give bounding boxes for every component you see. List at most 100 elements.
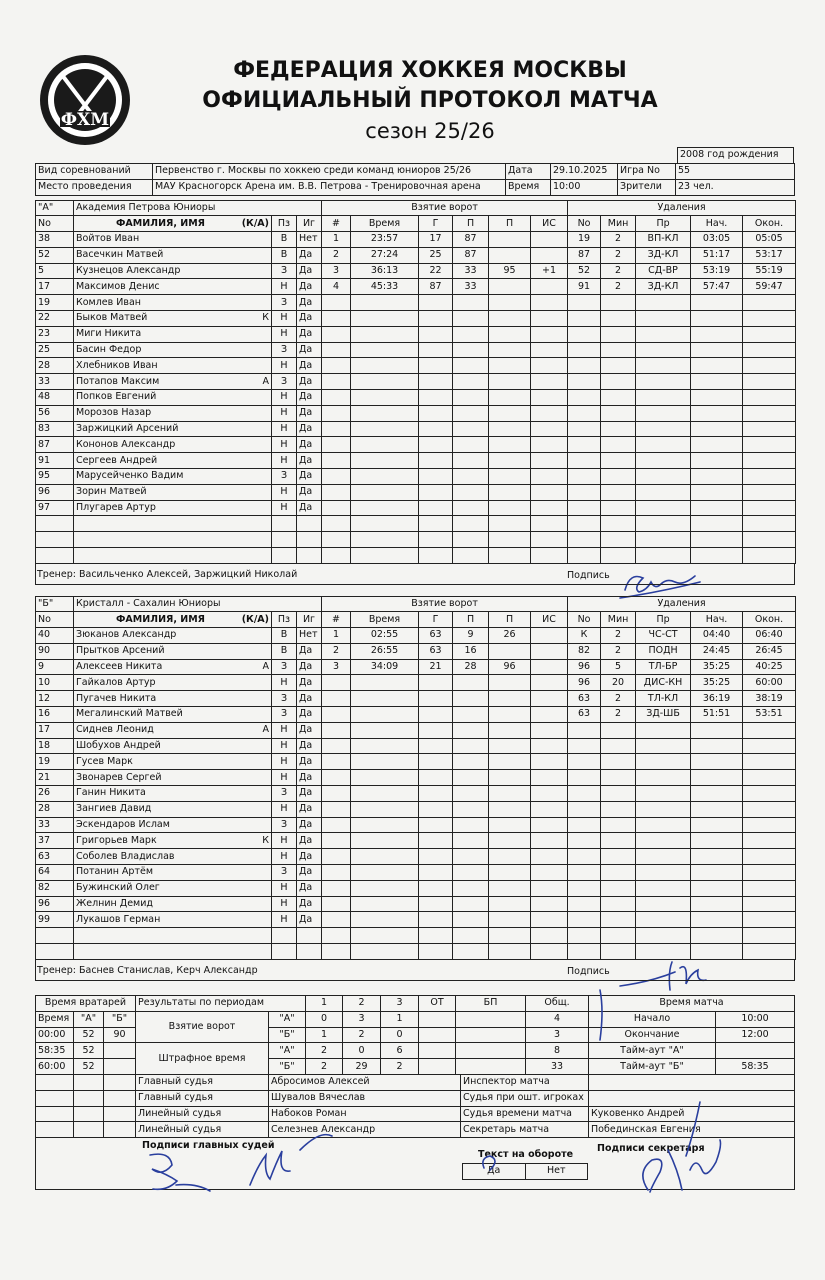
player-plays: Да [295,341,323,359]
player-name [73,927,272,945]
goal-n [321,357,352,375]
penalty-min [600,547,637,564]
goal-sit [530,373,569,391]
goal-a1 [452,404,490,422]
player-name-text: Заржицкий Арсений [76,423,179,435]
goal-a1: 16 [452,642,490,660]
birth-year: 2008 год рождения [677,147,794,164]
player-position: Н [271,310,297,327]
penalty-end: 53:51 [742,706,797,723]
team-name: Кристалл - Сахалин Юниоры [72,595,323,613]
coach-row [35,958,795,981]
player-plays: Да [295,357,323,375]
goal-time: 02:55 [350,627,420,644]
goal-sit [530,468,569,485]
table-row: 33 Эскендаров Ислам З Да [35,816,797,834]
goal-g [418,911,454,929]
goal-n [321,927,352,945]
penalty-start [690,879,744,897]
period-results-table: Результаты по периодам 1 2 3 ОТ БП Общ. … [134,995,590,1075]
player-number: 10 [35,674,74,692]
penalty-end [742,531,797,549]
goal-n: 1 [321,627,352,644]
col-min: Мин [600,611,637,629]
penalty-min: 2 [600,706,637,723]
penalty-start [690,721,744,739]
penalty-no [567,785,602,802]
col-start: Нач. [690,215,744,233]
penalty-no [567,879,602,897]
goal-a1: 9 [452,627,490,644]
goal-n [321,499,352,517]
goal-sit: +1 [530,262,569,280]
player-name: Гайкалов Артур [73,674,272,692]
goal-time: 36:13 [350,262,420,280]
goal-time [350,436,420,454]
team-label: "А" [35,199,74,217]
goal-a1 [452,769,490,787]
goal-n [321,483,352,501]
penalty-code: ПОДН [635,642,692,660]
goal-n [321,721,352,739]
goal-sit [530,832,569,850]
penalty-min [600,816,637,834]
player-plays: Да [295,246,323,264]
player-plays: Да [295,879,323,897]
penalty-min [600,325,637,343]
player-plays: Да [295,420,323,438]
reverse-no[interactable]: Нет [524,1163,588,1180]
player-name: Плугарев Артур [73,499,272,517]
goal-g [418,310,454,327]
penalty-code [635,895,692,913]
goal-a2 [488,690,532,708]
goal-n [321,943,352,960]
goal-g [418,294,454,312]
goal-n: 4 [321,278,352,296]
fhm-logo: ФХМ [40,55,130,145]
player-position: Н [271,721,297,739]
player-position: З [271,690,297,708]
goal-time: 23:57 [350,231,420,248]
player-role: А [262,375,270,387]
player-name-text: Эскендаров Ислам [76,819,170,831]
goal-g [418,879,454,897]
player-name-text: Ганин Никита [76,787,146,799]
penalty-min [600,452,637,470]
player-plays: Да [295,310,323,327]
goal-g [418,499,454,517]
player-name: Попков Евгений [73,389,272,406]
penalty-code [635,436,692,454]
goal-sit [530,499,569,517]
goal-sit [530,927,569,945]
penalty-min [600,721,637,739]
penalty-end [742,737,797,755]
goal-a2 [488,769,532,787]
goal-g [418,927,454,945]
player-number: 83 [35,420,74,438]
goal-a1 [452,531,490,549]
col-plays: Иг [295,215,323,233]
goal-a2 [488,911,532,929]
player-name: Хлебников Иван [73,357,272,375]
player-number: 95 [35,468,74,485]
goal-sit [530,674,569,692]
goal-time [350,341,420,359]
player-name: Мегалинский Матвей [73,706,272,723]
goal-time [350,879,420,897]
goal-time [350,499,420,517]
goal-sit [530,627,569,644]
penalty-start [690,753,744,771]
player-name-text: Гусев Марк [76,755,133,767]
penalty-no: 96 [567,674,602,692]
goal-a1 [452,800,490,818]
goal-g [418,832,454,850]
player-name: Соболев Владислав [73,848,272,866]
goal-a2 [488,294,532,312]
goal-time [350,737,420,755]
goal-g: 22 [418,262,454,280]
col-name: ФАМИЛИЯ, ИМЯ (К/А) [73,611,272,629]
goal-time [350,769,420,787]
goal-n [321,832,352,850]
player-position: Н [271,499,297,517]
penalty-start: 57:47 [690,278,744,296]
